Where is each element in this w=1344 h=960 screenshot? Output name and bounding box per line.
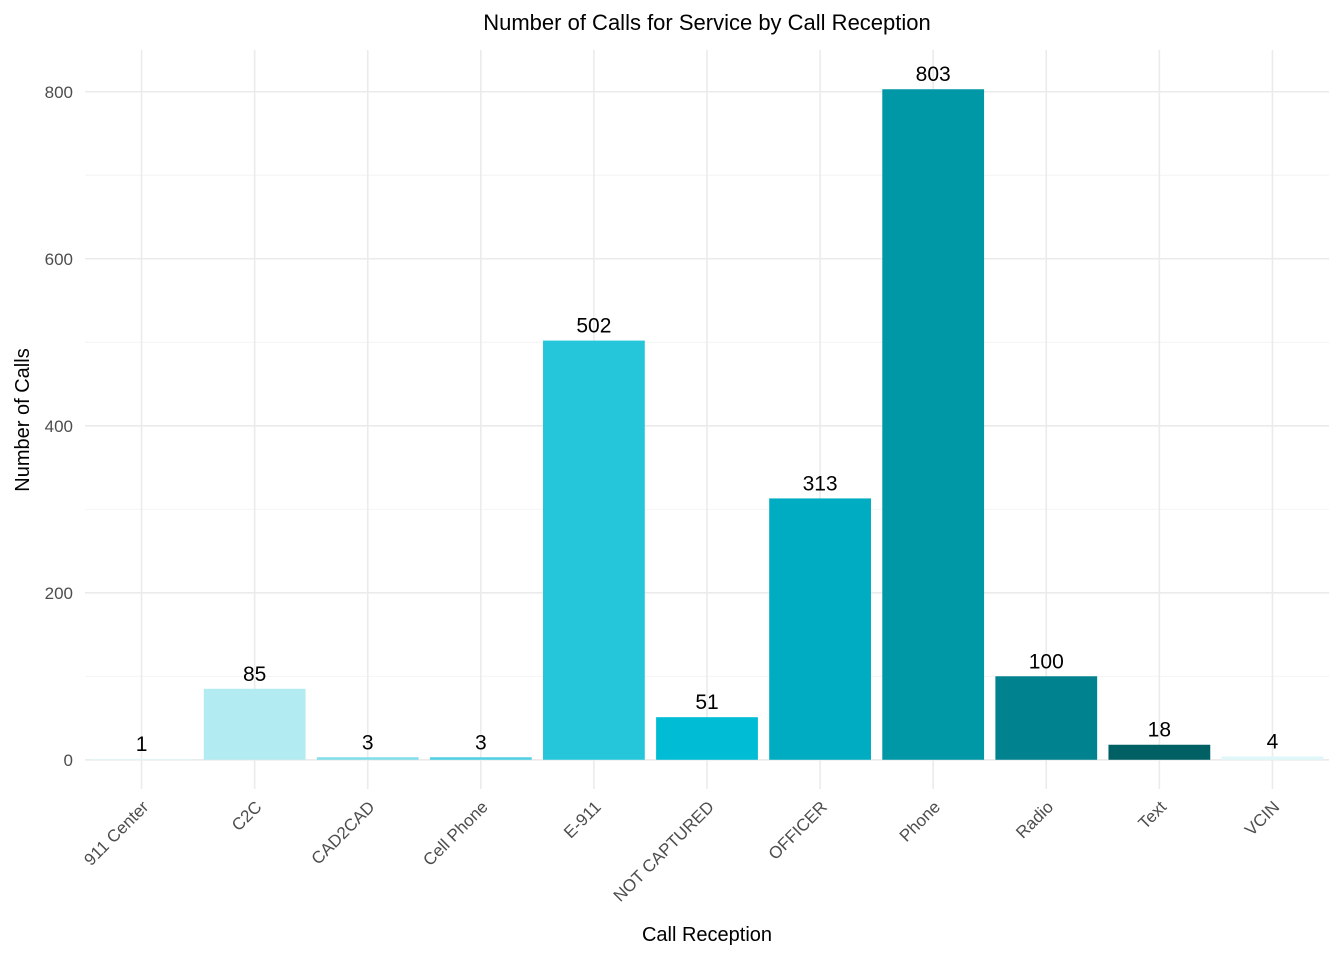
- x-tick-label: Cell Phone: [419, 797, 491, 869]
- bar: [543, 340, 645, 760]
- x-tick-label: NOT CAPTURED: [610, 797, 718, 905]
- x-tick-label: VCIN: [1241, 797, 1283, 839]
- x-tick-label: Radio: [1012, 797, 1057, 842]
- bar: [203, 688, 306, 760]
- bar: [316, 757, 419, 760]
- bars: [90, 89, 1324, 760]
- data-label: 3: [362, 731, 374, 754]
- data-label: 1: [136, 733, 148, 756]
- x-tick-label: C2C: [228, 797, 265, 834]
- bar: [90, 758, 193, 760]
- data-label: 4: [1267, 730, 1279, 753]
- x-tick-label: Text: [1135, 797, 1171, 833]
- x-tick-label: CAD2CAD: [308, 797, 379, 868]
- data-label: 100: [1029, 650, 1064, 673]
- bar: [995, 676, 1098, 760]
- data-label: 51: [695, 691, 718, 714]
- y-tick-label: 200: [45, 584, 73, 603]
- x-tick-label: 911 Center: [80, 797, 152, 869]
- bar: [882, 89, 985, 760]
- data-label: 18: [1148, 719, 1171, 742]
- data-label: 85: [243, 663, 266, 686]
- bar: [1108, 744, 1211, 760]
- x-tick-label: Phone: [896, 797, 944, 845]
- bar: [656, 717, 758, 760]
- bar: [429, 757, 532, 760]
- y-axis-title: Number of Calls: [12, 348, 34, 491]
- bar: [769, 498, 871, 760]
- x-axis-title: Call Reception: [642, 924, 772, 946]
- chart-title: Number of Calls for Service by Call Rece…: [483, 10, 931, 35]
- y-tick-label: 600: [45, 250, 73, 269]
- data-label: 3: [475, 731, 487, 754]
- y-tick-label: 800: [45, 83, 73, 102]
- data-label: 313: [803, 472, 838, 495]
- x-tick-label: OFFICER: [765, 797, 831, 863]
- y-axis-ticks: 0 200 400 600 800: [45, 83, 73, 770]
- data-label: 502: [576, 315, 611, 338]
- data-label: 803: [916, 63, 951, 86]
- bar: [1221, 756, 1324, 760]
- y-tick-label: 400: [45, 417, 73, 436]
- data-labels: 1 85 3 3 502 51 313 803 100 18 4: [136, 63, 1279, 756]
- x-tick-label: E-911: [560, 797, 605, 842]
- y-tick-label: 0: [64, 751, 73, 770]
- x-axis-ticks: 911 Center C2C CAD2CAD Cell Phone E-911 NOT C…: [80, 797, 1283, 905]
- major-gridlines: [85, 50, 1329, 789]
